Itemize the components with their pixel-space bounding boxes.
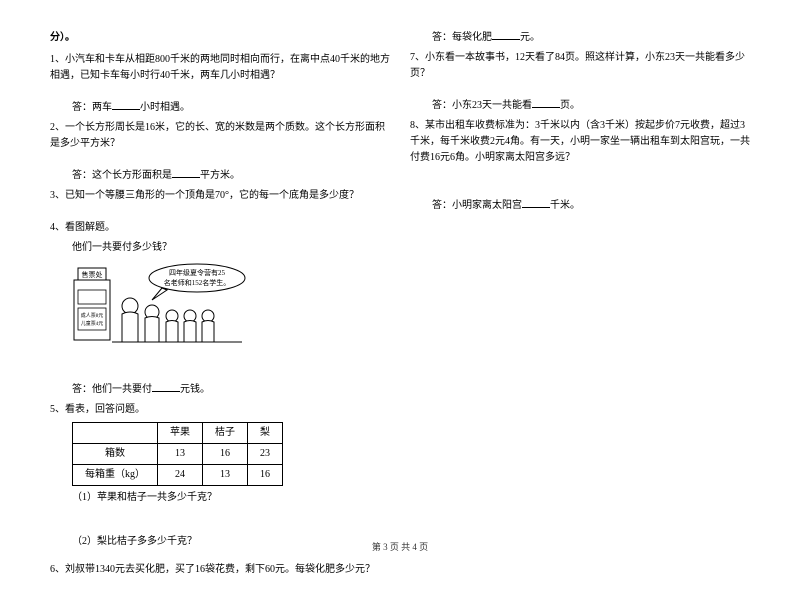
question-8: 8、某市出租车收费标准为：3千米以内（含3千米）按起步价7元收费，超过3千米，每… (410, 118, 750, 166)
right-column: 答：每袋化肥 元。 7、小东看一本故事书，12天看了84页。照这样计算，小东23天… (410, 30, 750, 582)
table-cell: 箱数 (73, 444, 158, 465)
question-5: 5、看表，回答问题。 (50, 402, 390, 418)
answer-8-pre: 答：小明家离太阳宫 (432, 200, 522, 211)
answer-1-post: 小时相遇。 (140, 102, 190, 113)
question-3: 3、已知一个等腰三角形的一个顶角是70°，它的每一个底角是多少度？ (50, 188, 390, 204)
blank (492, 30, 520, 40)
table-cell: 24 (158, 465, 203, 486)
answer-1: 答：两车 小时相遇。 (72, 100, 390, 116)
question-7: 7、小东看一本故事书，12天看了84页。照这样计算，小东23天一共能看多少页？ (410, 50, 750, 82)
blank (152, 382, 180, 392)
illustration-ticket-booth: 售票处 成人票8元 儿童票4元 四年级夏令营有25 名老师和152名学生。 (72, 260, 252, 360)
table-row: 箱数 13 16 23 (73, 444, 283, 465)
answer-7-pre: 答：小东23天一共能看 (432, 100, 532, 111)
table-cell (73, 423, 158, 444)
table-cell: 23 (248, 444, 283, 465)
answer-7: 答：小东23天一共能看 页。 (432, 98, 750, 114)
answer-4-post: 元钱。 (180, 384, 210, 395)
table-cell: 梨 (248, 423, 283, 444)
blank (522, 198, 550, 208)
table-cell: 桔子 (203, 423, 248, 444)
answer-6-post: 元。 (520, 32, 540, 43)
sign-price-1: 成人票8元 (81, 312, 104, 319)
left-column: 分）。 1、小汽车和卡车从相距800千米的两地同时相向而行，在离中点40千米的地… (50, 30, 390, 582)
answer-2-post: 平方米。 (200, 170, 240, 181)
question-4-sub: 他们一共要付多少钱？ (72, 240, 390, 256)
answer-6: 答：每袋化肥 元。 (432, 30, 750, 46)
table-row: 每箱重（kg） 24 13 16 (73, 465, 283, 486)
blank (112, 100, 140, 110)
answer-8: 答：小明家离太阳宫 千米。 (432, 198, 750, 214)
table-cell: 13 (203, 465, 248, 486)
table-row: 苹果 桔子 梨 (73, 423, 283, 444)
answer-1-pre: 答：两车 (72, 102, 112, 113)
table-cell: 苹果 (158, 423, 203, 444)
answer-4-pre: 答：他们一共要付 (72, 384, 152, 395)
question-2: 2、一个长方形周长是16米，它的长、宽的米数是两个质数。这个长方形面积是多少平方… (50, 120, 390, 152)
answer-2: 答：这个长方形面积是 平方米。 (72, 168, 390, 184)
table-cell: 每箱重（kg） (73, 465, 158, 486)
answer-2-pre: 答：这个长方形面积是 (72, 170, 172, 181)
answer-4: 答：他们一共要付 元钱。 (72, 382, 390, 398)
answer-6-pre: 答：每袋化肥 (432, 32, 492, 43)
question-6: 6、刘叔带1340元去买化肥，买了16袋花费，剩下60元。每袋化肥多少元？ (50, 562, 390, 578)
blank (532, 98, 560, 108)
question-1: 1、小汽车和卡车从相距800千米的两地同时相向而行，在离中点40千米的地方相遇，… (50, 52, 390, 84)
blank (172, 168, 200, 178)
question-5-sub1: （1）苹果和桔子一共多少千克？ (72, 490, 390, 506)
sign-ticket-office: 售票处 (82, 270, 103, 279)
bubble-line-1: 四年级夏令营有25 (169, 268, 225, 277)
table-cell: 13 (158, 444, 203, 465)
sign-price-2: 儿童票4元 (81, 320, 104, 327)
question-4: 4、看图解题。 (50, 220, 390, 236)
bubble-line-2: 名老师和152名学生。 (164, 278, 231, 287)
section-header-fragment: 分）。 (50, 30, 390, 46)
table-cell: 16 (203, 444, 248, 465)
table-cell: 16 (248, 465, 283, 486)
answer-7-post: 页。 (560, 100, 580, 111)
page-footer: 第 3 页 共 4 页 (0, 540, 800, 553)
fruit-table: 苹果 桔子 梨 箱数 13 16 23 每箱重（kg） 24 13 16 (72, 422, 283, 486)
page-content: 分）。 1、小汽车和卡车从相距800千米的两地同时相向而行，在离中点40千米的地… (0, 0, 800, 602)
answer-8-post: 千米。 (550, 200, 580, 211)
